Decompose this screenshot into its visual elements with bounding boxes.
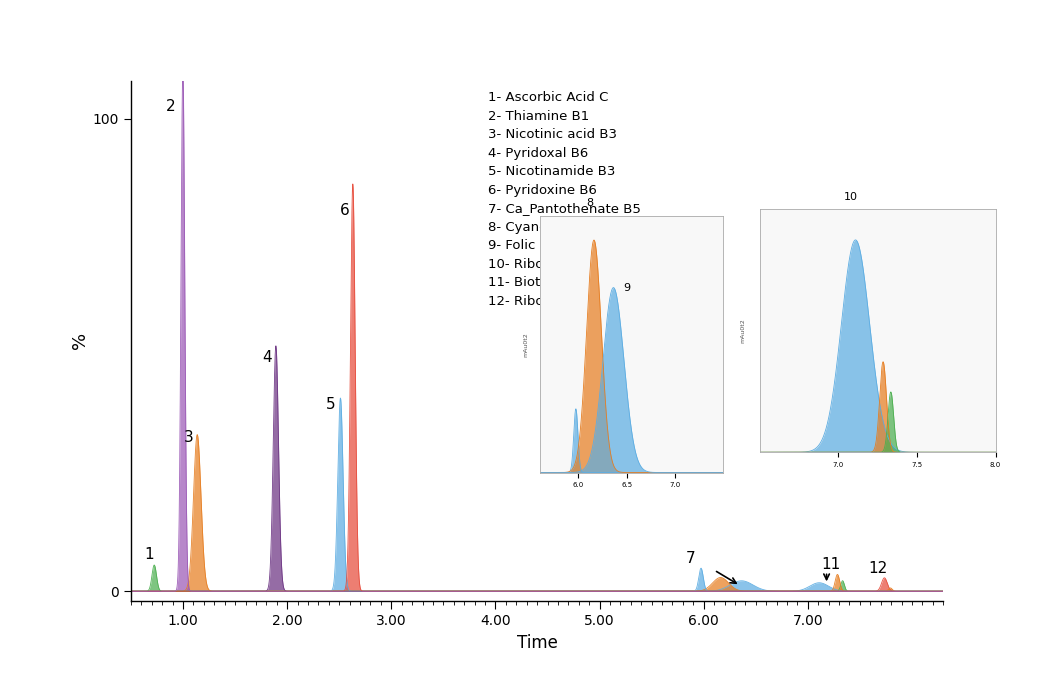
Text: 1- Ascorbic Acid C
2- Thiamine B1
3- Nicotinic acid B3
4- Pyridoxal B6
5- Nicoti: 1- Ascorbic Acid C 2- Thiamine B1 3- Nic…	[488, 91, 669, 308]
Text: 10: 10	[844, 192, 858, 202]
Text: 11: 11	[822, 558, 840, 572]
Text: 1: 1	[144, 547, 153, 562]
Text: mAu0t2: mAu0t2	[524, 332, 528, 356]
Text: 5: 5	[326, 397, 335, 412]
Text: 4: 4	[263, 350, 272, 365]
X-axis label: Time: Time	[517, 634, 558, 651]
Text: mAu0t2: mAu0t2	[741, 319, 745, 343]
Text: 9: 9	[623, 283, 630, 293]
Text: 7: 7	[685, 551, 695, 566]
Y-axis label: %: %	[70, 332, 89, 350]
Text: 6: 6	[340, 203, 349, 218]
Text: 3: 3	[183, 430, 193, 445]
Text: 2: 2	[166, 99, 175, 114]
Text: 8: 8	[586, 198, 593, 209]
Text: 12: 12	[868, 561, 888, 576]
